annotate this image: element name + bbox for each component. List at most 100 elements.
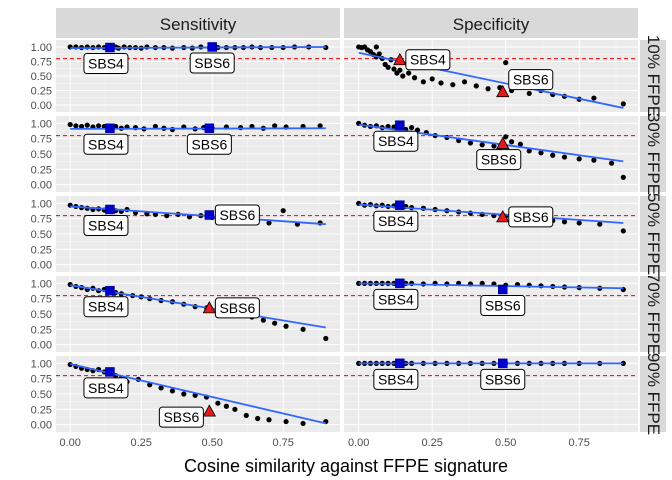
label-sbs4: SBS4 (88, 56, 124, 72)
label-sbs6: SBS6 (194, 55, 230, 71)
data-point (591, 95, 597, 101)
label-sbs6: SBS6 (485, 297, 521, 313)
data-point (550, 152, 556, 158)
marker-sbs6-triangle (496, 210, 510, 223)
label-sbs6: SBS6 (219, 207, 255, 223)
label-sbs4: SBS4 (378, 213, 414, 229)
data-point (96, 123, 102, 129)
strip-row-0: 10% FFPE (644, 35, 663, 117)
y-tick-label: 0.50 (31, 309, 52, 321)
y-tick-label: 0.50 (31, 389, 52, 401)
data-point (283, 323, 289, 329)
data-point (467, 140, 474, 146)
marker-sbs4-square (105, 123, 115, 134)
marker-sbs6-triangle (496, 84, 510, 98)
y-tick-label: 0.25 (31, 244, 52, 256)
y-tick-label: 0.75 (31, 134, 52, 146)
marker-sbs4-square (395, 358, 405, 369)
data-point (561, 219, 568, 225)
data-point (473, 83, 479, 89)
marker-sbs6-square (498, 358, 508, 369)
y-tick-label: 0.25 (31, 86, 52, 98)
data-point (479, 142, 485, 148)
y-tick-label: 0.25 (31, 324, 52, 336)
data-point (409, 125, 415, 131)
data-point (429, 76, 435, 82)
label-box-sbs4 (83, 214, 129, 236)
strip-row-1-bg (640, 116, 666, 192)
data-point (266, 220, 272, 226)
marker-sbs4-square (105, 204, 115, 215)
marker-sbs6-square (204, 210, 215, 220)
y-tick-label: 1.00 (31, 358, 52, 370)
label-sbs6: SBS6 (163, 409, 199, 425)
data-point (73, 123, 79, 129)
label-box-sbs6 (189, 52, 235, 74)
data-point (243, 412, 249, 419)
label-sbs6: SBS6 (513, 72, 549, 88)
column-strips: Sensitivity Specificity (56, 8, 638, 38)
data-point (620, 360, 626, 366)
data-point (503, 60, 509, 66)
label-box-sbs6 (508, 69, 554, 91)
data-point (67, 121, 73, 128)
data-point (169, 388, 176, 394)
data-point (461, 79, 468, 85)
data-point (526, 148, 532, 154)
marker-sbs6-square (498, 284, 508, 295)
x-axis-tick-labels: 0.00 0.25 0.50 0.75 0.00 0.25 0.50 0.75 (59, 437, 589, 449)
label-box-sbs4 (83, 377, 129, 399)
data-point (526, 90, 532, 97)
panel-0-2: SBS4 SBS6 (56, 196, 340, 272)
data-point (400, 73, 406, 79)
y-tick-label: 0.50 (31, 71, 52, 83)
label-box-sbs4 (373, 130, 419, 152)
y-tick-label: 1.00 (31, 118, 52, 130)
data-point (223, 403, 229, 409)
panel-0-4: SBS4 SBS6 (56, 356, 340, 432)
label-sbs6: SBS6 (219, 300, 255, 316)
panel-1-4: SBS4 SBS6 (344, 356, 638, 432)
data-point (491, 143, 497, 149)
data-point (260, 317, 266, 323)
panels: SBS4 SBS6 SBS4 SBS6 SBS4 SBS6 SBS4 SBS6 SBS4 SBS6… (56, 40, 638, 432)
marker-sbs4-square (105, 367, 115, 377)
y-tick-label: 0.00 (31, 100, 52, 112)
strip-specificity-bg (344, 8, 638, 38)
label-sbs4: SBS4 (88, 380, 124, 396)
y-tick-label: 0.50 (31, 229, 52, 241)
strip-row-2-bg (640, 196, 666, 272)
marker-sbs6-triangle (202, 404, 217, 417)
data-point (215, 400, 221, 406)
data-point (576, 156, 582, 162)
strip-specificity: Specificity (453, 15, 530, 34)
panel-1-2: SBS4 SBS6 (344, 196, 638, 272)
panel-1-3: SBS4 SBS6 (344, 276, 638, 352)
label-box-sbs6 (214, 297, 260, 319)
data-point (164, 213, 170, 219)
data-point (538, 150, 544, 156)
label-box-sbs4 (373, 368, 419, 390)
data-point (181, 391, 187, 397)
label-box-sbs6 (186, 133, 232, 155)
marker-sbs6-triangle (202, 301, 217, 314)
y-tick-label: 0.50 (31, 149, 52, 161)
data-point (561, 154, 568, 160)
label-sbs6: SBS6 (191, 136, 227, 152)
label-box-sbs6 (158, 406, 204, 428)
y-tick-label: 0.00 (31, 180, 52, 192)
data-point (272, 320, 278, 326)
y-tick-label: 1.00 (31, 42, 52, 54)
data-point (597, 221, 603, 227)
y-tick-label: 1.00 (31, 198, 52, 210)
marker-sbs6-square (207, 42, 217, 52)
label-box-sbs6 (508, 206, 554, 228)
marker-sbs4-triangle (393, 52, 407, 66)
x-tick-label: 0.75 (568, 437, 589, 449)
panel-1-0: SBS4 SBS6 (344, 40, 638, 112)
strip-row-3-bg (640, 276, 666, 352)
x-tick-label: 0.50 (201, 437, 222, 449)
y-tick-label: 1.00 (31, 278, 52, 290)
strip-row-3: 70% FFPE (644, 273, 663, 355)
